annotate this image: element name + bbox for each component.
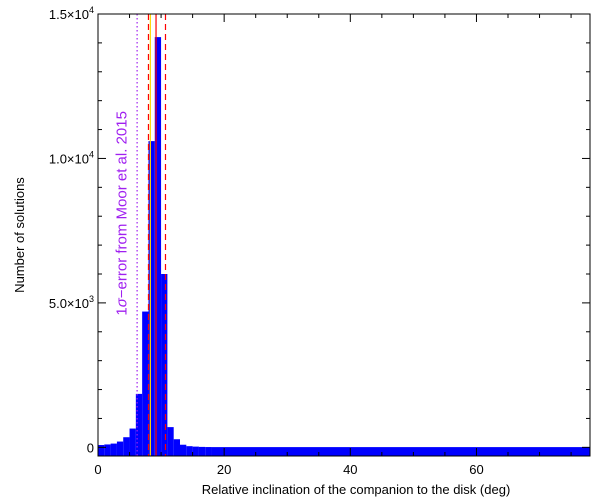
- histogram-bar: [98, 445, 105, 456]
- histogram-bar: [205, 447, 212, 456]
- x-tick-label: 0: [94, 462, 101, 477]
- y-tick-label: 1.0×104: [49, 149, 94, 166]
- x-tick-label: 60: [469, 462, 483, 477]
- sigma-error-annotation: 1σ−error from Moor et al. 2015: [113, 111, 130, 316]
- annotation-sigma: σ: [113, 297, 130, 307]
- x-tick-label: 20: [217, 462, 231, 477]
- vertical-lines-layer: [136, 14, 167, 456]
- histogram-bar: [142, 311, 149, 456]
- histogram-bar: [186, 446, 193, 456]
- histogram-bar: [148, 141, 155, 456]
- histogram-bar: [167, 427, 174, 456]
- annotation-text: −error from Moor et al. 2015: [113, 111, 130, 298]
- histogram-bar: [110, 443, 117, 456]
- y-tick-label: 0: [87, 440, 94, 455]
- y-tick-label: 1.5×104: [49, 5, 94, 22]
- y-tick-label: 5.0×103: [49, 294, 94, 311]
- histogram-bar: [161, 274, 168, 456]
- histogram-bar: [198, 446, 206, 456]
- plot-frame: [97, 13, 591, 457]
- x-axis-label: Relative inclination of the companion to…: [202, 482, 511, 497]
- histogram-bar: [192, 446, 199, 456]
- histogram-bar: [154, 37, 162, 456]
- histogram-bar: [135, 393, 143, 456]
- annotation-prefix: 1: [113, 307, 130, 315]
- ticks-layer: 0 20 40 60 0 5.0×103 1.0×104 1.5×104: [49, 5, 590, 477]
- bars-layer: [98, 37, 591, 456]
- histogram-bar: [129, 428, 136, 456]
- histogram-bar: [104, 444, 111, 456]
- histogram-bar: [116, 441, 124, 456]
- histogram-tail-bar: [211, 447, 591, 456]
- y-axis-label: Number of solutions: [12, 177, 27, 293]
- histogram-bar: [180, 444, 187, 456]
- x-tick-label: 40: [343, 462, 357, 477]
- histogram-bar: [123, 437, 130, 456]
- histogram-bar: [173, 439, 180, 456]
